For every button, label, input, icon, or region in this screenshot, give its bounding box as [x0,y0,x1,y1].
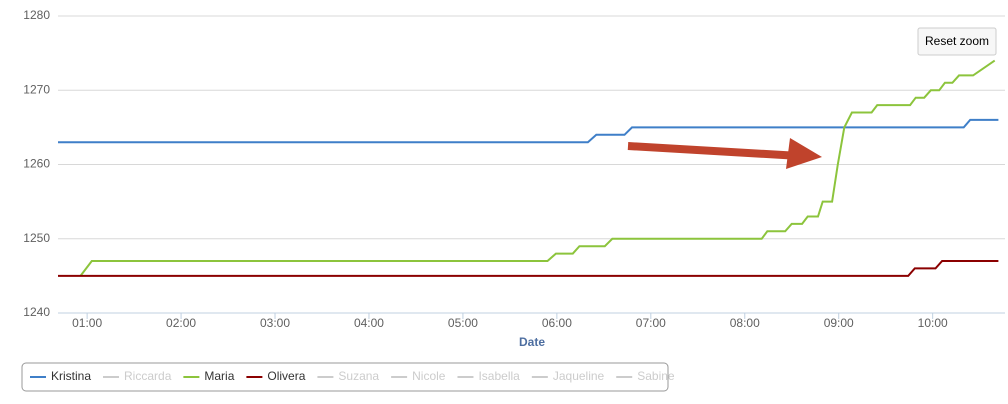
y-tick-label: 1280 [23,8,50,22]
legend-label: Olivera [267,369,305,383]
arrow-head [786,138,822,169]
arrow-annotation [627,138,822,169]
x-tick-label: 03:00 [260,316,290,330]
legend-label: Riccarda [124,369,172,383]
button-label[interactable]: Reset zoom [925,34,989,48]
legend-label: Suzana [338,369,379,383]
legend-label: Jaqueline [553,369,605,383]
y-tick-label: 1260 [23,157,50,171]
legend-label: Kristina [51,369,91,383]
y-tick-label: 1250 [23,231,50,245]
x-tick-label: 05:00 [448,316,478,330]
legend-frame [21,362,669,392]
x-tick-label: 04:00 [354,316,384,330]
x-axis-title: Date [519,335,545,349]
series-line [58,118,999,144]
x-tick-label: 09:00 [824,316,854,330]
reset-zoom-button[interactable]: Reset zoom [917,27,997,56]
x-tick-label: 07:00 [636,316,666,330]
x-tick-label: 08:00 [730,316,760,330]
x-tick-label: 10:00 [918,316,948,330]
button-frame[interactable] [917,27,997,56]
y-tick-label: 1270 [23,82,50,96]
plot: 1240 1250 1260 1270 1280 01:00 02:00 03:00 04:00… [23,8,1005,330]
arrow-shaft [627,142,801,160]
legend-label: Sabine [637,369,675,383]
x-tick-label: 02:00 [166,316,196,330]
x-tick-label: 01:00 [72,316,102,330]
legend-label: Maria [204,369,234,383]
y-tick-label: 1240 [23,305,50,319]
series-line [79,59,996,277]
legend-label: Nicole [412,369,446,383]
legend-label: Isabella [478,369,520,383]
x-tick-label: 06:00 [542,316,572,330]
series-line [58,260,999,277]
